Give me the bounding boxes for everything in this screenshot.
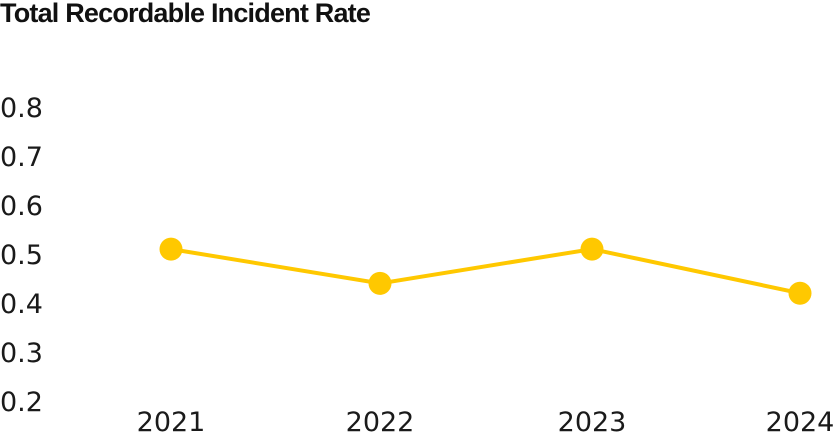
y-tick-label: 0.5 [0,240,43,271]
y-tick-label: 0.6 [0,191,43,222]
data-point-2023 [580,237,604,261]
series-line [170,247,801,296]
y-tick-label: 0.4 [0,289,43,320]
data-point-2022 [368,271,392,295]
x-tick-label: 2021 [137,407,206,433]
y-tick-label: 0.2 [0,387,43,418]
chart-title: Total Recordable Incident Rate [0,0,371,28]
x-tick-label: 2023 [558,407,627,433]
data-point-2021 [159,237,183,261]
y-tick-label: 0.8 [0,93,43,124]
data-point-2024 [788,281,812,305]
x-tick-label: 2024 [766,407,835,433]
y-tick-label: 0.7 [0,142,43,173]
y-tick-label: 0.3 [0,338,43,369]
x-tick-label: 2022 [346,407,415,433]
